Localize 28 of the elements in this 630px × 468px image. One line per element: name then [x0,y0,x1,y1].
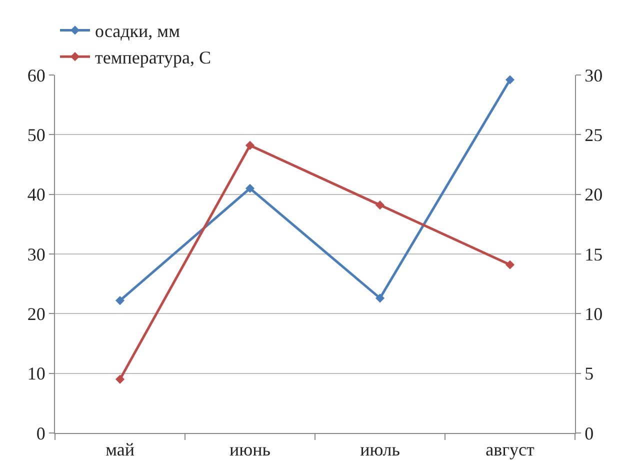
y-tick-label: 30 [27,244,46,264]
legend-label: температура, С [95,48,212,68]
point [245,184,255,193]
x-tick-label: август [486,440,534,460]
legend-label: осадки, мм [95,21,180,42]
x-tick-label: май [106,440,135,460]
y-tick-label: 60 [27,65,46,86]
y2-tick-label: 0 [584,423,594,444]
y-tick-label: 10 [27,364,46,384]
y2-tick-label: 25 [584,124,603,145]
point [245,140,255,150]
y2-tick-label: 5 [584,364,594,384]
y-tick-label: 20 [27,304,46,324]
y2-tick-label: 30 [584,65,603,86]
y-tick-label: 0 [36,423,46,444]
point [375,294,385,303]
point [115,374,125,384]
point [375,200,385,210]
x-tick-label: июнь [230,440,270,460]
y-tick-label: 40 [27,184,46,205]
point [505,260,515,270]
point [505,75,515,84]
x-tick-label: июль [360,440,400,460]
y2-tick-label: 15 [584,244,603,264]
y-tick-label: 50 [27,124,46,145]
y2-tick-label: 20 [584,184,603,205]
point [115,296,125,306]
y2-tick-label: 10 [584,304,603,324]
